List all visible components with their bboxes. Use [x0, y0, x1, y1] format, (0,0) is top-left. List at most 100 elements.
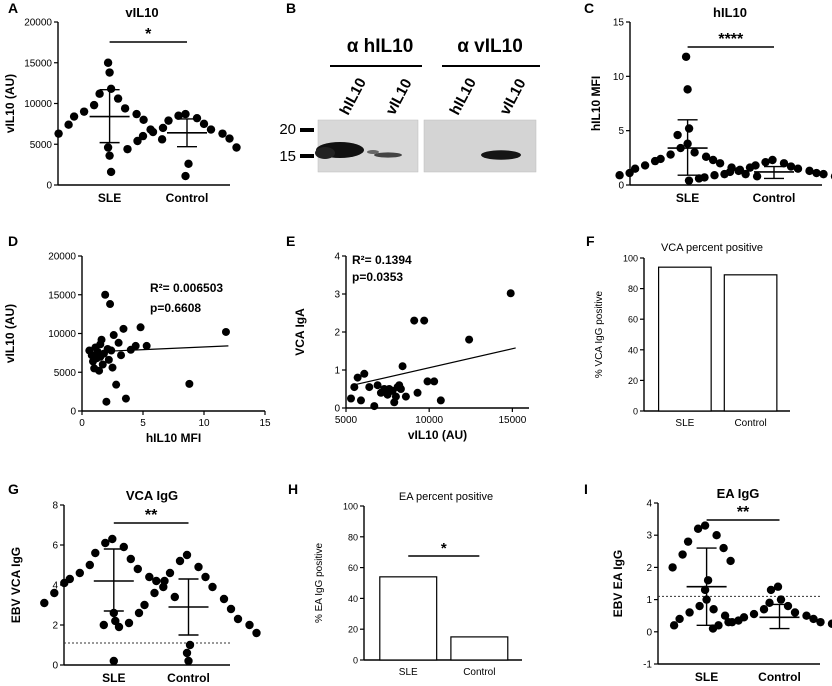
data-point	[410, 316, 419, 325]
stat-annotation: p=0.0353	[352, 270, 403, 284]
panel-label-i: I	[584, 481, 588, 497]
data-point	[650, 156, 660, 166]
data-point	[194, 562, 203, 572]
y-axis-label: hIL10 MFI	[589, 76, 603, 131]
data-point	[101, 538, 110, 548]
data-point	[218, 129, 227, 138]
blot-band	[374, 152, 402, 158]
data-point	[233, 614, 243, 624]
data-point	[124, 618, 134, 628]
data-point	[700, 521, 710, 530]
panel-c: 0 5 10 15 hIL10 MFI SLE Control hIL10 ****	[589, 5, 832, 205]
data-point	[683, 537, 693, 546]
data-point	[765, 598, 774, 608]
y-axis-label: EBV EA IgG	[611, 550, 625, 618]
blot-membrane	[423, 119, 537, 173]
y-tick-label: 5000	[54, 368, 77, 379]
data-point	[391, 392, 400, 401]
data-point	[694, 174, 704, 183]
data-point	[158, 123, 168, 133]
bar	[657, 266, 712, 412]
data-point	[812, 168, 821, 178]
data-point	[138, 131, 148, 141]
data-point	[97, 335, 106, 344]
data-point	[184, 159, 193, 169]
y-tick-label: 15000	[48, 290, 76, 301]
blot-band	[367, 150, 379, 154]
y-axis-label: VCA IgA	[293, 308, 307, 356]
data-point	[675, 614, 684, 624]
data-point	[119, 542, 128, 552]
data-point	[121, 394, 130, 403]
data-point	[668, 563, 677, 572]
y-tick-label: 0	[70, 407, 76, 418]
chart-title: EA percent positive	[399, 491, 493, 503]
data-point	[776, 595, 786, 604]
data-point	[420, 316, 429, 325]
x-category-label: Control	[167, 671, 210, 685]
blot-header: α vIL10	[457, 36, 523, 57]
panel-label-g: G	[8, 481, 19, 497]
data-point	[140, 600, 149, 610]
data-point	[373, 381, 382, 390]
y-tick-label: 20000	[48, 252, 76, 263]
regression-line	[88, 345, 229, 353]
data-point	[693, 524, 703, 533]
data-point	[783, 601, 793, 611]
data-point	[119, 324, 128, 333]
data-point	[683, 85, 692, 94]
data-point	[779, 159, 789, 168]
y-tick-label: 20	[628, 376, 638, 386]
x-category-label: SLE	[399, 667, 418, 678]
y-tick-label: 15	[613, 18, 625, 29]
data-point	[133, 136, 142, 146]
significance-marker: ****	[718, 31, 744, 48]
data-point	[360, 369, 369, 378]
data-point	[182, 550, 192, 560]
y-axis-label: vIL10 (AU)	[3, 304, 17, 363]
data-point	[106, 167, 116, 177]
panel-label-h: H	[288, 481, 298, 497]
data-point	[208, 582, 217, 592]
x-axis-label: hIL10 MFI	[146, 431, 201, 445]
panel-label-f: F	[586, 233, 595, 249]
x-category-label: SLE	[675, 418, 694, 429]
y-tick-label: -1	[643, 660, 652, 671]
data-point	[681, 52, 691, 61]
data-point	[816, 617, 825, 627]
y-tick-label: 1	[646, 595, 652, 606]
data-point	[79, 107, 89, 116]
y-axis-label: EBV VCA IgG	[9, 547, 23, 623]
data-point	[174, 111, 183, 120]
data-point	[104, 355, 113, 364]
data-point	[413, 388, 422, 397]
data-point	[436, 396, 445, 405]
x-tick-label: 5000	[335, 415, 358, 426]
panel-label-d: D	[8, 233, 18, 249]
y-axis-label: % EA IgG positive	[314, 543, 325, 623]
data-point	[75, 568, 85, 578]
data-point	[506, 289, 515, 298]
data-point	[396, 385, 405, 393]
data-point	[112, 380, 121, 389]
x-category-label: Control	[758, 670, 801, 684]
y-tick-label: 10000	[48, 329, 76, 340]
y-tick-label: 40	[348, 594, 358, 604]
data-point	[684, 124, 694, 133]
data-point	[164, 116, 173, 125]
y-tick-label: 5	[618, 126, 624, 137]
x-tick-label: 15000	[498, 415, 526, 426]
data-point	[720, 611, 730, 620]
data-point	[712, 531, 721, 540]
chart-title: vIL10	[125, 5, 158, 20]
data-point	[793, 164, 803, 173]
stat-annotation: R²= 0.1394	[352, 253, 412, 267]
data-point	[117, 351, 126, 360]
x-tick-label: 15	[259, 418, 271, 429]
data-point	[150, 588, 159, 598]
data-point	[232, 143, 241, 152]
data-point	[423, 377, 432, 386]
data-point	[105, 151, 114, 160]
x-category-label: SLE	[676, 191, 699, 205]
bar	[379, 576, 438, 661]
